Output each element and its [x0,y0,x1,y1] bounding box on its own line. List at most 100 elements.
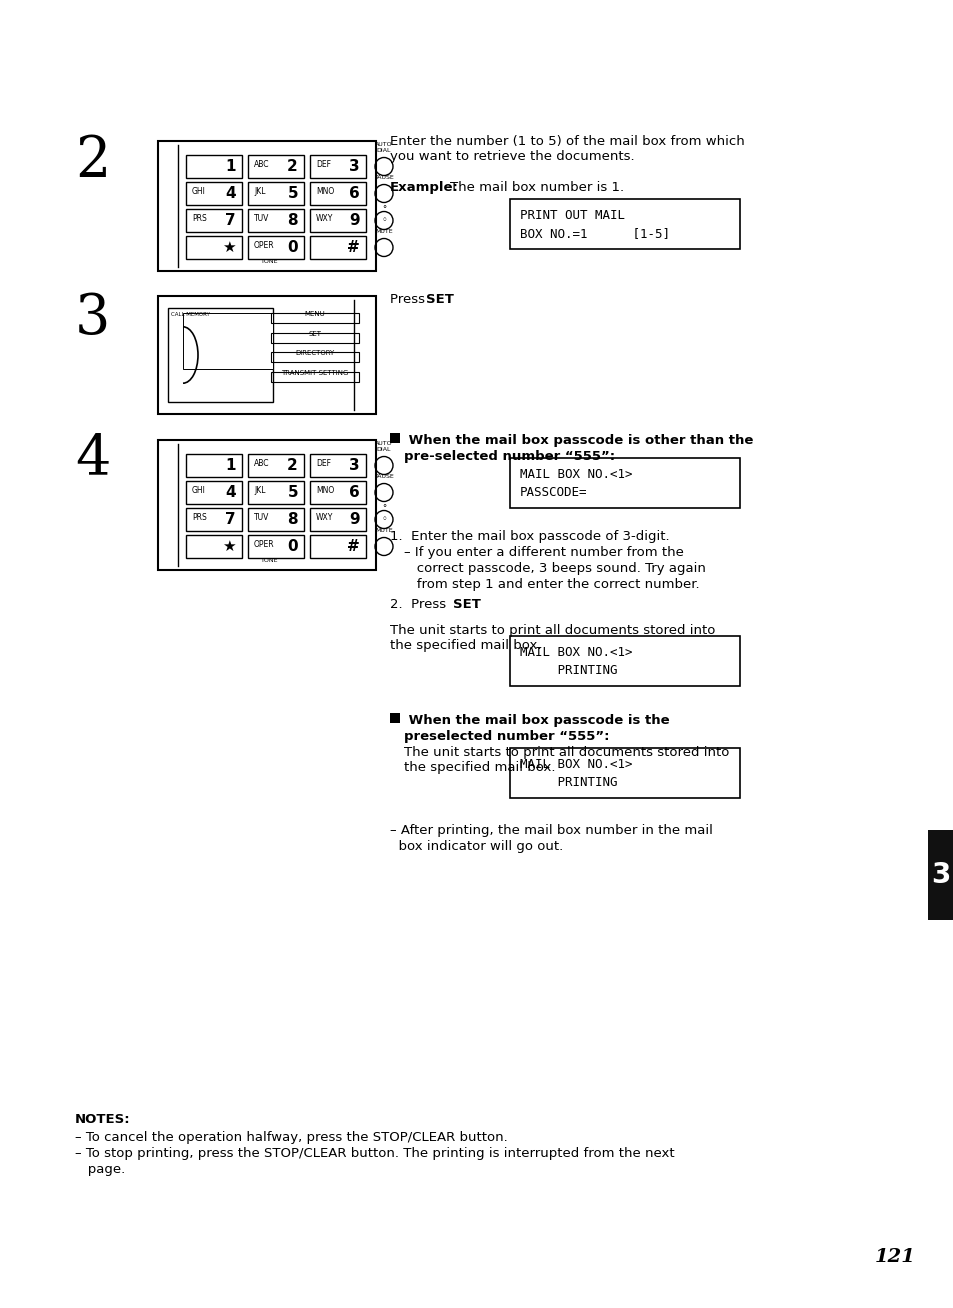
Text: MUTE: MUTE [375,229,393,234]
Text: ABC: ABC [253,459,269,468]
Text: PAUSE: PAUSE [374,175,394,181]
Text: When the mail box passcode is the: When the mail box passcode is the [403,714,669,727]
Text: TUV: TUV [253,513,269,522]
Text: °: ° [381,205,386,215]
Text: – To cancel the operation halfway, press the STOP/CLEAR button.: – To cancel the operation halfway, press… [75,1131,507,1144]
Text: #: # [347,539,359,555]
Text: MAIL BOX NO.<1>: MAIL BOX NO.<1> [519,468,632,481]
Text: 1: 1 [225,160,235,174]
Text: SET: SET [453,598,480,611]
Text: MENU: MENU [304,311,325,317]
Bar [248,235,304,259]
Text: 2: 2 [287,160,297,174]
Text: PRINT OUT MAIL: PRINT OUT MAIL [519,209,624,222]
Text: SET: SET [308,331,321,336]
Text: PRINTING: PRINTING [519,664,617,678]
Text: 7: 7 [225,213,235,228]
Text: BOX NO.=1      [1-5]: BOX NO.=1 [1-5] [519,228,669,239]
Bar [186,209,242,232]
Text: from step 1 and enter the correct number.: from step 1 and enter the correct number… [403,578,699,591]
Text: SET: SET [426,293,454,306]
Text: GHI: GHI [192,487,206,494]
Text: °: ° [381,504,386,513]
Text: MUTE: MUTE [375,528,393,532]
Bar [248,156,304,178]
Bar [186,182,242,205]
Bar [310,481,366,504]
Text: CALL MEMORY: CALL MEMORY [171,313,210,317]
Text: 5: 5 [287,186,297,201]
Bar [183,313,273,369]
Bar [310,454,366,477]
Text: The unit starts to print all documents stored into
the specified mail box.: The unit starts to print all documents s… [403,746,729,774]
Text: MAIL BOX NO.<1>: MAIL BOX NO.<1> [519,759,632,770]
Text: box indicator will go out.: box indicator will go out. [390,840,562,853]
Bar [186,535,242,559]
Text: 4: 4 [225,485,235,500]
Text: DEF: DEF [315,459,331,468]
Text: PASSCODE=: PASSCODE= [519,487,587,498]
Text: OPER: OPER [253,241,274,250]
Text: OPER: OPER [253,540,274,549]
Text: ★: ★ [222,239,235,255]
Bar [186,481,242,504]
Text: The mail box number is 1.: The mail box number is 1. [450,181,623,194]
Text: Press: Press [390,293,429,306]
Text: .: . [447,293,451,306]
Text: pre-selected number “555”:: pre-selected number “555”: [403,450,615,463]
Bar [310,182,366,205]
Text: 6: 6 [349,186,359,201]
Bar [271,313,358,323]
Text: 1: 1 [225,458,235,473]
Text: 9: 9 [349,511,359,527]
Bar [186,508,242,531]
Text: WXY: WXY [315,513,333,522]
Text: PRINTING: PRINTING [519,776,617,789]
Text: 4: 4 [75,432,111,487]
Text: MNO: MNO [315,487,334,494]
Bar [510,636,740,685]
Text: GHI: GHI [192,187,206,196]
Text: 2: 2 [75,133,111,188]
Text: – If you enter a different number from the: – If you enter a different number from t… [403,545,683,559]
Text: 0: 0 [287,239,297,255]
Text: The unit starts to print all documents stored into
the specified mail box.: The unit starts to print all documents s… [390,624,715,651]
Text: 3: 3 [349,160,359,174]
Text: JKL: JKL [253,187,265,196]
Text: WXY: WXY [315,215,333,222]
Text: 3: 3 [75,290,111,345]
Bar [186,156,242,178]
Text: TRANSMIT SETTING: TRANSMIT SETTING [281,370,348,375]
Text: TONE: TONE [261,259,278,264]
Text: 2.  Press: 2. Press [390,598,450,611]
Text: TUV: TUV [253,215,269,222]
Text: NOTES:: NOTES: [75,1113,131,1126]
Bar [390,713,399,723]
Text: 2: 2 [287,458,297,473]
Bar [310,235,366,259]
Bar [310,209,366,232]
Text: AUTO
DIAL: AUTO DIAL [375,143,393,153]
Bar [271,352,358,362]
Text: 4: 4 [225,186,235,201]
Text: ABC: ABC [253,160,269,169]
Bar [271,332,358,343]
Text: Enter the number (1 to 5) of the mail box from which
you want to retrieve the do: Enter the number (1 to 5) of the mail bo… [390,135,744,164]
Text: 5: 5 [287,485,297,500]
Text: 7: 7 [225,511,235,527]
Text: JKL: JKL [253,487,265,494]
Bar [248,454,304,477]
Bar [248,535,304,559]
Text: – To stop printing, press the STOP/CLEAR button. The printing is interrupted fro: – To stop printing, press the STOP/CLEAR… [75,1147,674,1160]
Bar [510,458,740,508]
Text: PAUSE: PAUSE [374,473,394,479]
Bar [310,156,366,178]
Text: MNO: MNO [315,187,334,196]
Text: page.: page. [75,1163,125,1176]
Bar [510,199,740,249]
Text: 1.  Enter the mail box passcode of 3-digit.: 1. Enter the mail box passcode of 3-digi… [390,530,669,543]
Bar [510,748,740,798]
Bar [390,433,399,443]
Bar [158,439,375,570]
Text: TONE: TONE [261,559,278,562]
